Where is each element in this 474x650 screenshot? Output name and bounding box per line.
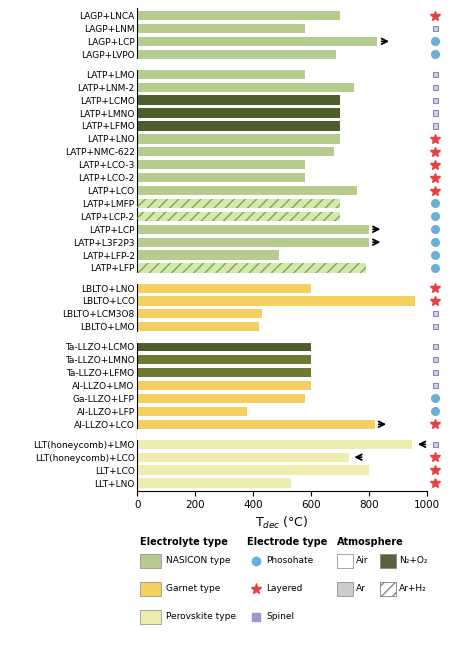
FancyBboxPatch shape (337, 582, 353, 596)
Bar (137, 465, 369, 474)
Text: Phosohate: Phosohate (266, 556, 313, 566)
Bar (137, 96, 340, 105)
Bar (137, 263, 366, 272)
Bar (137, 355, 311, 365)
Bar (137, 173, 305, 182)
Text: NASICON type: NASICON type (166, 556, 231, 566)
Text: Spinel: Spinel (266, 612, 294, 621)
FancyBboxPatch shape (140, 610, 161, 624)
Bar (137, 283, 311, 292)
Bar (137, 452, 348, 462)
FancyBboxPatch shape (380, 582, 396, 596)
Bar (137, 212, 340, 221)
Bar (137, 122, 340, 131)
Bar (433, 98, 438, 103)
Bar (433, 324, 438, 330)
Bar (137, 368, 311, 377)
Text: Ar: Ar (356, 584, 365, 593)
FancyBboxPatch shape (140, 582, 161, 596)
Bar (137, 49, 336, 59)
Bar (137, 263, 366, 272)
Bar (433, 124, 438, 129)
Bar (137, 199, 340, 208)
Bar (137, 83, 355, 92)
X-axis label: T$_{dec}$ (°C): T$_{dec}$ (°C) (255, 515, 309, 531)
Text: N₂+O₂: N₂+O₂ (399, 556, 428, 566)
Bar (433, 370, 438, 375)
Bar (137, 381, 311, 390)
Text: Electrode type: Electrode type (247, 537, 328, 547)
Bar (137, 199, 340, 208)
Text: Air: Air (356, 556, 368, 566)
Bar (137, 24, 305, 33)
Bar (137, 309, 262, 318)
Bar (137, 225, 369, 234)
Bar (433, 357, 438, 362)
Bar (137, 478, 291, 488)
Bar (137, 250, 279, 260)
Bar (137, 109, 340, 118)
Text: Layered: Layered (266, 584, 302, 593)
Bar (137, 160, 305, 170)
Bar (137, 394, 305, 403)
Bar (137, 147, 334, 157)
Bar (137, 296, 415, 306)
Bar (137, 134, 340, 144)
Bar (433, 383, 438, 388)
Bar (137, 322, 259, 332)
Text: Atmosphere: Atmosphere (337, 537, 404, 547)
Bar (433, 84, 438, 90)
Bar (433, 344, 438, 349)
Bar (137, 37, 377, 46)
Bar (137, 186, 357, 195)
Bar (137, 70, 305, 79)
Bar (433, 26, 438, 31)
Bar (433, 72, 438, 77)
Text: Perovskite type: Perovskite type (166, 612, 237, 621)
FancyBboxPatch shape (337, 554, 353, 568)
Bar (137, 237, 369, 247)
Bar (433, 311, 438, 317)
Text: Electrolyte type: Electrolyte type (140, 537, 228, 547)
Bar (137, 11, 340, 20)
Bar (137, 342, 311, 352)
Bar (433, 111, 438, 116)
FancyBboxPatch shape (140, 554, 161, 568)
Text: Ar+H₂: Ar+H₂ (399, 584, 427, 593)
Text: Garnet type: Garnet type (166, 584, 221, 593)
Bar (433, 442, 438, 447)
Bar (137, 212, 340, 221)
Bar (137, 439, 412, 449)
Bar (137, 420, 374, 429)
Bar (137, 407, 247, 416)
FancyBboxPatch shape (380, 554, 396, 568)
